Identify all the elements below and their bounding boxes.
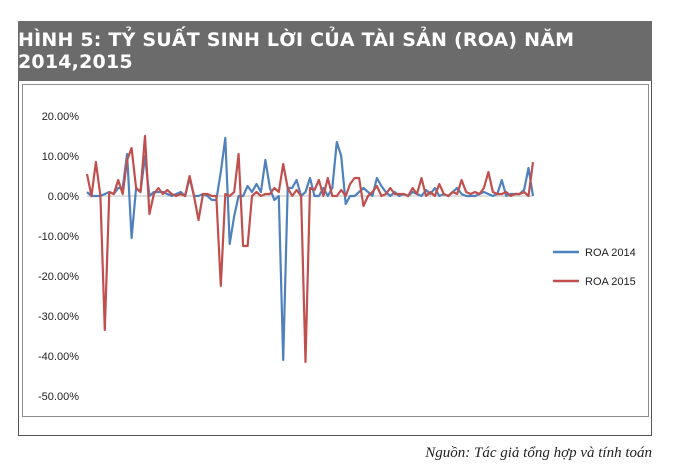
roa-line-chart: 20.00% 10.00% 0.00% -10.00% -20.00% -30.00% -4… — [38, 111, 636, 403]
chart-frame: 20.00% 10.00% 0.00% -10.00% -20.00% -30.00% -4… — [18, 81, 652, 436]
chart-title-bar: HÌNH 5: TỶ SUẤT SINH LỜI CỦA TÀI SẢN (RO… — [18, 21, 652, 81]
chart-area: 20.00% 10.00% 0.00% -10.00% -20.00% -30.00% -4… — [22, 84, 649, 417]
y-tick-label: 20.00% — [42, 111, 80, 123]
y-tick-label: -50.00% — [38, 391, 79, 403]
legend-label: ROA 2015 — [585, 276, 636, 288]
y-tick-label: 0.00% — [48, 191, 79, 203]
y-tick-label: 10.00% — [42, 151, 80, 163]
y-tick-label: -20.00% — [38, 271, 79, 283]
y-tick-label: -10.00% — [38, 231, 79, 243]
y-tick-label: -40.00% — [38, 351, 79, 363]
legend-label: ROA 2014 — [585, 247, 636, 259]
y-tick-label: -30.00% — [38, 311, 79, 323]
chart-title: HÌNH 5: TỶ SUẤT SINH LỜI CỦA TÀI SẢN (RO… — [18, 29, 575, 73]
series-line-roa-2015 — [85, 134, 535, 364]
source-note: Nguồn: Tác giả tổng hợp và tính toán — [425, 445, 652, 461]
series-line-roa-2014 — [86, 136, 535, 362]
